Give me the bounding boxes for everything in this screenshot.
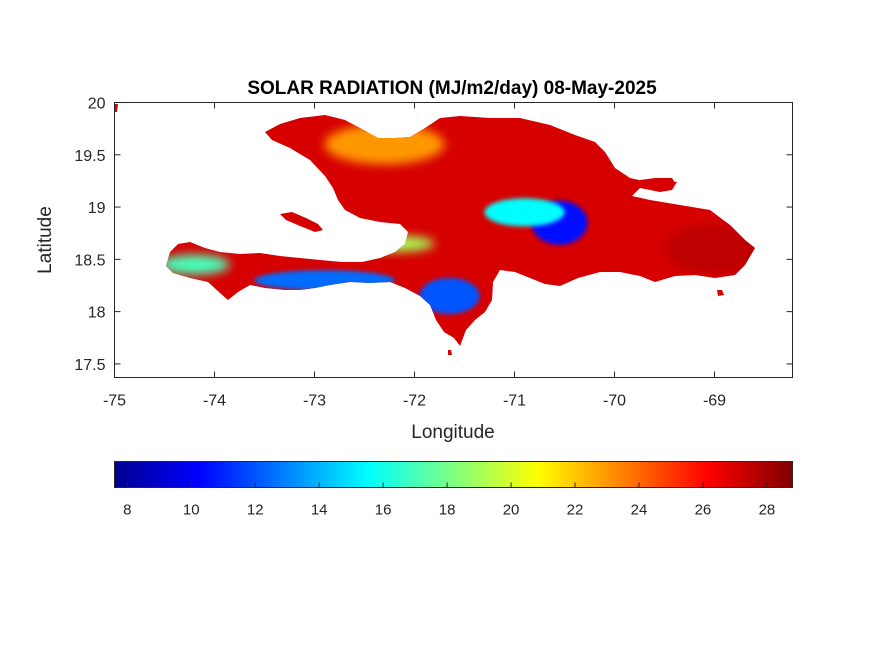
colorbar-tick-label: 8 — [123, 502, 131, 519]
heat-region-moderate-north — [324, 124, 445, 165]
y-tick-label: 20 — [88, 96, 106, 113]
radiation-heat-layer — [114, 104, 755, 355]
colorbar-tick-label: 12 — [247, 502, 264, 519]
colorbar-tick-label: 18 — [439, 502, 456, 519]
x-axis-ticks: -75 -74 -73 -72 -71 -70 -69 — [103, 102, 726, 410]
colorbar-tick-label: 10 — [183, 502, 200, 519]
y-tick-label: 19 — [88, 200, 106, 217]
x-tick-label: -69 — [703, 393, 726, 410]
colorbar-tick-label: 24 — [631, 502, 648, 519]
x-tick-label: -73 — [303, 393, 326, 410]
y-tick-label: 18.5 — [74, 252, 105, 269]
x-tick-label: -75 — [103, 393, 126, 410]
x-tick-label: -70 — [603, 393, 626, 410]
heat-region-moderate-central-valley — [354, 235, 435, 252]
y-axis-ticks: 17.5 18 18.5 19 19.5 20 — [74, 96, 793, 374]
colorbar-tick-label: 14 — [311, 502, 328, 519]
heat-region-low-southeast-coast — [419, 277, 480, 314]
x-tick-label: -71 — [503, 393, 526, 410]
colorbar-tick-label: 26 — [695, 502, 712, 519]
colorbar-ticks: 8 10 12 14 16 18 20 22 24 26 28 — [123, 482, 776, 519]
y-tick-label: 19.5 — [74, 148, 105, 165]
heat-region-high-east — [664, 223, 755, 274]
colorbar-tick-label: 20 — [503, 502, 520, 519]
axes-box — [114, 102, 793, 378]
x-axis-label: Longitude — [411, 422, 494, 443]
heat-region-low-central-ridge — [484, 198, 565, 227]
x-tick-label: -74 — [203, 393, 226, 410]
heat-region-low-southwest-peninsula — [254, 270, 395, 291]
colorbar — [114, 461, 793, 488]
heat-region-low-south-coast-west — [159, 254, 230, 275]
colorbar-tick-label: 16 — [375, 502, 392, 519]
x-tick-label: -72 — [403, 393, 426, 410]
y-tick-label: 17.5 — [74, 357, 105, 374]
colorbar-tick-label: 22 — [567, 502, 584, 519]
chart-title: SOLAR RADIATION (MJ/m2/day) 08-May-2025 — [247, 78, 657, 99]
colorbar-tick-label: 28 — [759, 502, 776, 519]
y-tick-label: 18 — [88, 305, 106, 322]
y-axis-label: Latitude — [35, 206, 56, 274]
